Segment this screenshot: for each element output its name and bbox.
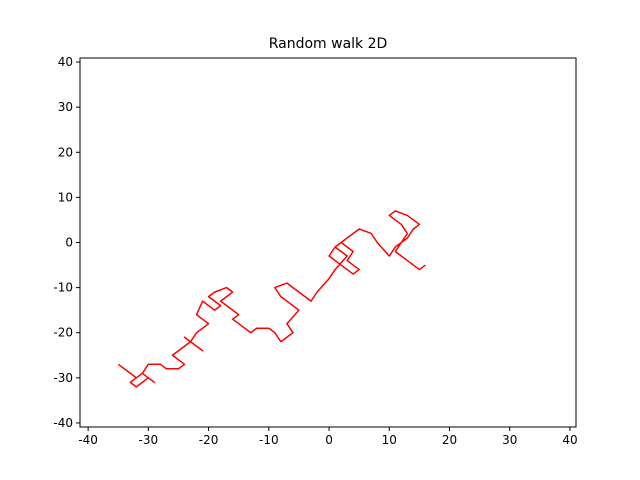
walk-line xyxy=(117,210,426,388)
x-tick-label: 40 xyxy=(562,433,577,447)
y-tick-label: 20 xyxy=(58,145,73,159)
x-tick-label: -30 xyxy=(139,433,159,447)
y-tick-label: 40 xyxy=(58,55,73,69)
x-tick-label: -40 xyxy=(78,433,98,447)
y-tick-label: -40 xyxy=(53,416,73,430)
x-tick-label: 30 xyxy=(502,433,517,447)
x-tick-label: 20 xyxy=(442,433,457,447)
plot-frame xyxy=(79,57,577,428)
x-tick-label: 0 xyxy=(325,433,333,447)
y-tick-label: -30 xyxy=(53,371,73,385)
chart-title: Random walk 2D xyxy=(269,36,388,52)
y-tick-label: -20 xyxy=(53,326,73,340)
x-tick-label: -20 xyxy=(199,433,219,447)
x-tick-label: -10 xyxy=(259,433,279,447)
y-tick-label: 30 xyxy=(58,100,73,114)
x-tick-label: 10 xyxy=(382,433,397,447)
y-tick-label: -10 xyxy=(53,281,73,295)
y-tick-label: 10 xyxy=(58,190,73,204)
y-tick-label: 0 xyxy=(65,236,73,250)
